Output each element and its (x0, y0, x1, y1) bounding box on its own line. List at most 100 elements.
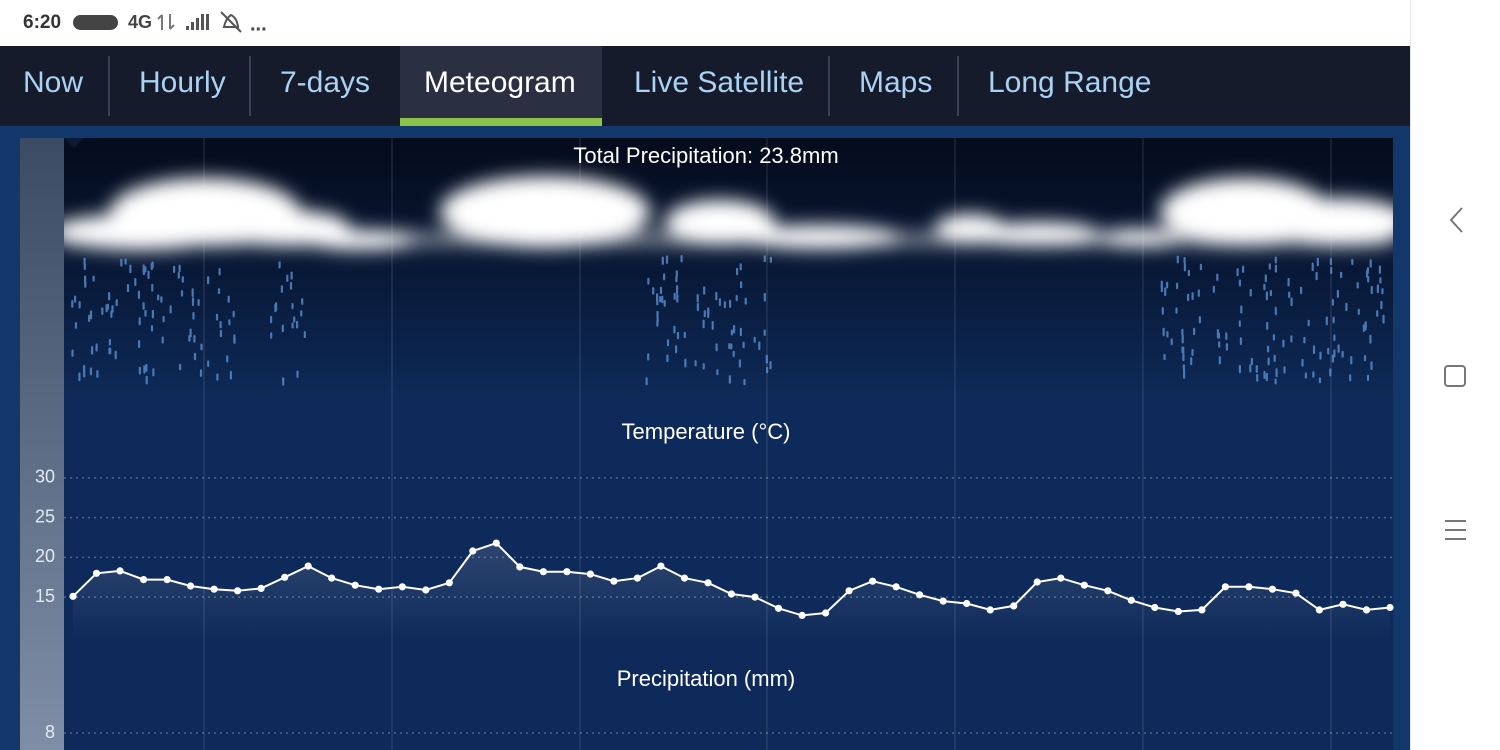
raindrop (1160, 283, 1163, 293)
raindrop (1340, 271, 1343, 279)
raindrop (193, 352, 197, 361)
raindrop (1379, 277, 1382, 284)
raindrop (83, 370, 86, 378)
temperature-point (916, 591, 924, 599)
tab[interactable]: Maps (859, 66, 932, 99)
raindrop (1275, 368, 1278, 377)
raindrop (1307, 319, 1310, 327)
raindrop (1327, 347, 1330, 355)
raindrop (161, 336, 164, 344)
raindrop (1216, 329, 1219, 339)
raindrop (144, 309, 147, 317)
raindrop (301, 298, 304, 305)
raindrop (676, 285, 679, 294)
raindrop (1312, 371, 1315, 378)
raindrop (120, 258, 123, 267)
raindrop (666, 339, 670, 347)
raindrop (1315, 271, 1318, 281)
raindrop (769, 256, 772, 263)
temperature-point (445, 579, 453, 587)
temperature-point (727, 590, 736, 598)
raindrop (1216, 273, 1219, 282)
temperature-point (1245, 583, 1253, 591)
tab[interactable]: Long Range (988, 66, 1151, 99)
raindrop (733, 324, 736, 334)
temperature-point (92, 569, 101, 577)
raindrop (742, 341, 745, 349)
raindrop (108, 292, 111, 301)
raindrop (207, 277, 210, 285)
raindrop (124, 258, 127, 265)
temperature-point (610, 577, 618, 585)
tab[interactable]: Now (23, 66, 83, 99)
tab[interactable]: 7-days (280, 66, 370, 99)
raindrop (703, 310, 706, 318)
menu-button[interactable] (1445, 520, 1466, 540)
raindrop (270, 332, 273, 339)
tab[interactable]: Meteogram (424, 66, 576, 99)
temperature-point (633, 574, 642, 582)
raindrop (1198, 316, 1201, 324)
home-button[interactable] (1444, 365, 1466, 387)
back-button[interactable] (1449, 207, 1463, 233)
temperature-point (1104, 587, 1112, 595)
raindrop (1349, 374, 1352, 382)
raindrop (1290, 297, 1293, 307)
raindrop (1350, 356, 1353, 365)
raindrop (1250, 357, 1253, 366)
temperature-title: Temperature (°C) (622, 419, 791, 444)
active-tab-bg (400, 46, 602, 126)
raindrop (1191, 292, 1194, 301)
temperature-point (1174, 607, 1182, 616)
status-time: 6:20 (23, 12, 61, 33)
raindrop (763, 255, 766, 263)
raindrop (275, 302, 278, 311)
y-tick-label: 25 (35, 506, 55, 526)
temperature-point (1268, 585, 1276, 593)
raindrop (1239, 337, 1242, 346)
temperature-point (210, 585, 218, 593)
raindrop (665, 255, 669, 264)
rain (71, 255, 1385, 386)
raindrop (656, 310, 659, 319)
raindrop (1163, 354, 1166, 361)
raindrop (1190, 357, 1193, 366)
raindrop (1287, 277, 1290, 287)
raindrop (145, 375, 148, 385)
raindrop (1218, 341, 1221, 348)
raindrop (142, 302, 145, 310)
raindrop (84, 281, 87, 288)
raindrop (647, 353, 650, 361)
tab[interactable]: Live Satellite (634, 66, 804, 99)
raindrop (1240, 305, 1243, 314)
temperature-point (892, 583, 900, 591)
raindrop (126, 284, 130, 293)
axis-strip (20, 138, 64, 750)
raindrop (1256, 374, 1259, 382)
raindrop (652, 287, 655, 295)
raindrop (74, 295, 77, 303)
raindrop (659, 296, 662, 303)
raindrop (300, 310, 303, 317)
raindrop (1336, 289, 1339, 298)
y-tick-label: 15 (35, 586, 55, 606)
raindrop (1263, 371, 1266, 379)
clouds (64, 176, 1393, 250)
raindrop (1337, 344, 1340, 353)
raindrop (78, 372, 81, 382)
raindrop (1304, 372, 1307, 379)
raindrop (684, 358, 687, 368)
nav-bar (1410, 0, 1500, 750)
raindrop (728, 375, 731, 384)
raindrop (1380, 300, 1383, 310)
raindrop (675, 275, 678, 283)
raindrop (181, 276, 184, 283)
tab[interactable]: Hourly (139, 66, 226, 99)
raindrop (282, 377, 285, 386)
raindrop (1318, 377, 1321, 384)
raindrop (1267, 345, 1270, 353)
raindrop (293, 316, 296, 323)
raindrop (715, 343, 718, 352)
status-bar (0, 0, 1410, 46)
